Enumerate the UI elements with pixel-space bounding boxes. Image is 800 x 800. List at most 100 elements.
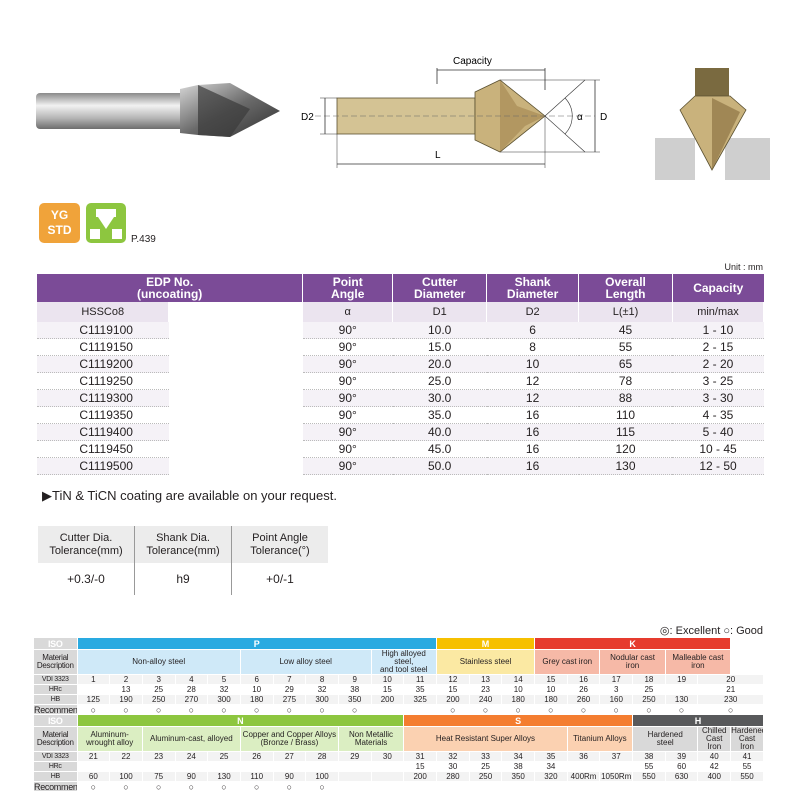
bot-hrc-cell	[305, 761, 339, 772]
bot-rec-cell: ○	[109, 781, 143, 792]
cell-edp: C1119100	[37, 322, 169, 339]
cell-angle: 90°	[302, 372, 393, 390]
top-vdi-cell: 19	[664, 674, 699, 685]
bot-vdi-cell: 21	[76, 751, 111, 762]
top-hb-cell: 190	[109, 694, 143, 705]
bot-vdi-cell: 32	[436, 751, 470, 762]
top-rec-cell: ○	[436, 704, 470, 715]
bot-hb-cell: 200	[403, 771, 438, 782]
bot-hb-cell: 60	[76, 771, 111, 782]
table-row: C1119400 90° 40.0 16 115 5 - 40	[37, 423, 764, 441]
cell-shank: 8	[486, 338, 579, 356]
top-hb-cell: 230	[697, 694, 764, 705]
top-hb-cell: 275	[272, 694, 307, 705]
top-rec-cell: ○	[76, 704, 111, 715]
cell-edp: C1119300	[37, 389, 169, 407]
bot-vdi-cell: 31	[403, 751, 438, 762]
cell-edp: C1119350	[37, 406, 169, 424]
top-hb-cell: 160	[599, 694, 634, 705]
top-hb-cell: 180	[501, 694, 536, 705]
tool-photo	[36, 83, 280, 137]
top-hb-cell: 250	[632, 694, 666, 705]
desc-stainless: Stainless steel	[436, 649, 536, 675]
cell-shank: 16	[486, 457, 579, 475]
cell-angle: 90°	[302, 322, 393, 339]
top-rec-cell: ○	[566, 704, 601, 715]
cell-edp: C1119150	[37, 338, 169, 356]
page-reference: P.439	[131, 234, 156, 245]
vdi-label-bottom: VDI 3323	[33, 751, 78, 762]
bot-hb-cell: 100	[305, 771, 339, 782]
desc-heat: Heat Resistant Super Alloys	[403, 726, 568, 752]
bot-hrc-cell: 34	[534, 761, 568, 772]
subheader-angle: α	[302, 302, 394, 322]
top-vdi-cell: 4	[174, 674, 209, 685]
cell-capacity: 2 - 20	[672, 355, 764, 373]
table-row: C1119300 90° 30.0 12 88 3 - 30	[37, 389, 764, 407]
table-row: C1119150 90° 15.0 8 55 2 - 15	[37, 338, 764, 356]
top-hrc-cell	[664, 684, 699, 695]
bot-hrc-cell	[239, 761, 274, 772]
bot-vdi-cell: 40	[697, 751, 732, 762]
bot-hrc-cell	[599, 761, 634, 772]
cell-cutter: 40.0	[392, 423, 487, 441]
top-rec-cell: ○	[468, 704, 503, 715]
cell-capacity: 4 - 35	[672, 406, 764, 424]
cell-overall: 120	[578, 440, 673, 458]
top-hb-cell: 270	[174, 694, 209, 705]
desc-chilled: Chilled Cast Iron	[697, 726, 732, 752]
bot-rec-cell	[599, 781, 634, 792]
bot-hrc-cell	[76, 761, 111, 772]
cell-angle: 90°	[302, 457, 393, 475]
capacity-dim-label: Capacity	[453, 56, 492, 67]
bot-rec-cell: ○	[239, 781, 274, 792]
tol-value-cutter: +0.3/-0	[38, 563, 135, 595]
desc-hardcast: Hardened Cast Iron	[730, 726, 764, 752]
bot-hb-cell: 1050Rm	[599, 771, 634, 782]
desc-nodular: Nodular cast iron	[599, 649, 666, 675]
material-label-bottom: Material Description	[33, 726, 78, 752]
bot-hrc-cell	[370, 761, 405, 772]
bot-vdi-cell: 23	[141, 751, 176, 762]
header-cutter-diameter: Cutter Diameter	[392, 274, 488, 302]
desc-copper: Copper and Copper Alloys (Bronze / Brass…	[239, 726, 339, 752]
bot-hrc-cell	[272, 761, 307, 772]
bot-rec-cell: ○	[76, 781, 111, 792]
bot-hrc-cell: 55	[632, 761, 666, 772]
hrc-label-bottom: HRc	[33, 761, 78, 772]
top-rec-cell: ○	[141, 704, 176, 715]
top-hrc-cell: 15	[370, 684, 405, 695]
bot-hrc-cell: 42	[697, 761, 732, 772]
cell-capacity: 2 - 15	[672, 338, 764, 356]
cell-shank: 16	[486, 423, 579, 441]
bot-vdi-cell: 33	[468, 751, 503, 762]
top-rec-cell: ○	[697, 704, 764, 715]
bot-rec-cell	[468, 781, 503, 792]
top-hrc-cell: 32	[207, 684, 241, 695]
yg-std-badge: YG STD	[39, 203, 80, 243]
tol-header-angle: Point Angle Tolerance(°)	[231, 526, 328, 563]
top-vdi-cell: 5	[207, 674, 241, 685]
top-hb-cell: 300	[207, 694, 241, 705]
cell-overall: 130	[578, 457, 673, 475]
bot-hrc-cell: 60	[664, 761, 699, 772]
desc-wrought: Aluminum- wrought alloy	[76, 726, 143, 752]
cell-angle: 90°	[302, 423, 393, 441]
top-hrc-cell: 35	[403, 684, 438, 695]
tol-header-cutter: Cutter Dia. Tolerance(mm)	[38, 526, 135, 563]
top-vdi-cell: 10	[370, 674, 405, 685]
cell-overall: 45	[578, 322, 673, 339]
bot-vdi-cell: 37	[599, 751, 634, 762]
bot-rec-cell: ○	[305, 781, 339, 792]
top-rec-cell: ○	[207, 704, 241, 715]
top-hb-cell: 240	[468, 694, 503, 705]
yg-badge-line2: STD	[47, 223, 72, 237]
cell-angle: 90°	[302, 389, 393, 407]
bot-hrc-cell	[174, 761, 209, 772]
top-hb-cell: 260	[566, 694, 601, 705]
top-vdi-cell: 18	[632, 674, 666, 685]
cell-shank: 12	[486, 389, 579, 407]
cell-overall: 115	[578, 423, 673, 441]
top-hrc-cell: 10	[534, 684, 568, 695]
bot-hb-cell: 280	[436, 771, 470, 782]
